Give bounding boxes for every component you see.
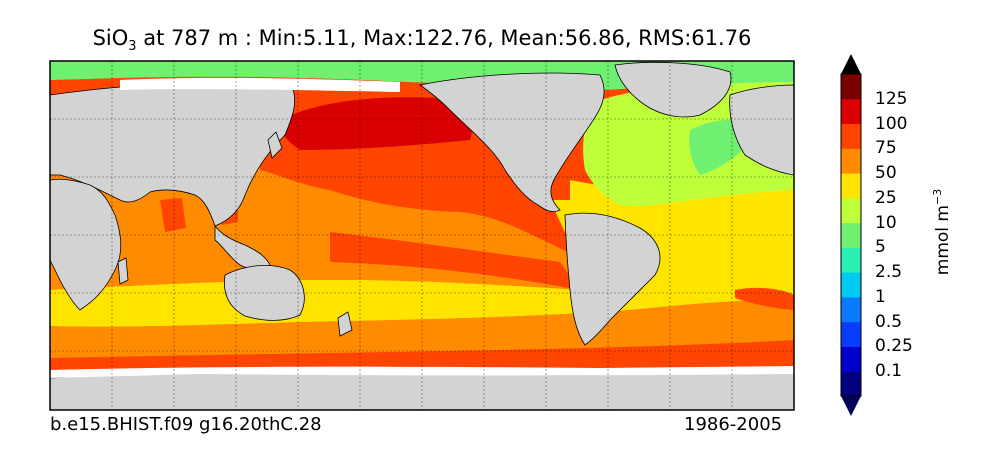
colorbar-segment bbox=[841, 296, 861, 323]
colorbar-tick-label: 125 bbox=[875, 88, 908, 109]
pacific-south-yellow bbox=[50, 280, 600, 327]
colorbar-segment bbox=[841, 371, 861, 397]
colorbar-tick-label: 1 bbox=[875, 286, 886, 307]
south-atlantic-patch bbox=[735, 287, 794, 310]
map-frame bbox=[49, 60, 795, 411]
land-north-america bbox=[419, 72, 605, 213]
land-greenland bbox=[614, 61, 732, 118]
land-madagascar bbox=[117, 257, 129, 285]
colorbar-tick-label: 0.5 bbox=[875, 311, 903, 332]
colorbar-segment bbox=[841, 321, 861, 347]
colorbar-segment bbox=[841, 74, 861, 100]
equatorial-pacific-tongue bbox=[330, 232, 580, 290]
colorbar-segment bbox=[841, 98, 861, 125]
land-south-america bbox=[564, 212, 661, 346]
colorbar-segment bbox=[841, 173, 861, 199]
colorbar-tick-label: 10 bbox=[875, 212, 897, 233]
colorbar-segment bbox=[841, 272, 861, 298]
land-japan bbox=[267, 131, 283, 159]
colorbar-segment bbox=[841, 123, 861, 149]
colorbar-unit-label: mmol m−3 bbox=[931, 189, 953, 275]
colorbar-tick-label: 75 bbox=[875, 138, 897, 159]
arabian-sea-spot bbox=[160, 198, 186, 232]
colorbar-segment bbox=[841, 222, 861, 248]
colorbar-tick-label: 100 bbox=[875, 113, 908, 134]
unit-base: mmol m bbox=[932, 205, 953, 276]
missing-arctic-strip bbox=[120, 77, 400, 92]
colorbar-segment bbox=[841, 346, 861, 372]
colorbar-segment bbox=[841, 197, 861, 224]
colorbar-segment bbox=[841, 247, 861, 273]
colorbar-tick-label: 50 bbox=[875, 163, 897, 184]
map-title: SiO3 at 787 m : Min:5.11, Max:122.76, Me… bbox=[0, 26, 844, 54]
subarctic-pacific-red bbox=[279, 97, 472, 150]
case-name-label: b.e15.BHIST.f09 g16.20thC.28 bbox=[50, 414, 322, 435]
land-europe bbox=[729, 84, 794, 176]
colorbar-tick-label: 2.5 bbox=[875, 262, 903, 283]
colorbar-segment bbox=[841, 148, 861, 174]
colorbar-tick-label: 0.25 bbox=[875, 336, 913, 357]
colorbar-high-arrow bbox=[841, 54, 861, 74]
colorbar bbox=[840, 54, 862, 416]
colorbar-frame bbox=[840, 73, 862, 397]
unit-exponent: −3 bbox=[931, 188, 945, 205]
land-africa bbox=[50, 178, 122, 311]
title-subscript: 3 bbox=[128, 39, 137, 55]
colorbar-low-arrow bbox=[841, 396, 861, 416]
period-label: 1986-2005 bbox=[684, 414, 783, 435]
land-southeast-asia bbox=[214, 224, 271, 270]
atlantic-yellow bbox=[570, 180, 794, 300]
title-species: SiO bbox=[92, 26, 129, 50]
land-new-zealand bbox=[337, 311, 353, 337]
colorbar-tick-label: 5 bbox=[875, 237, 886, 258]
land-australia bbox=[223, 265, 305, 321]
title-stats: at 787 m : Min:5.11, Max:122.76, Mean:56… bbox=[136, 26, 752, 50]
colorbar-tick-label: 0.1 bbox=[875, 361, 903, 382]
colorbar-tick-label: 25 bbox=[875, 187, 897, 208]
